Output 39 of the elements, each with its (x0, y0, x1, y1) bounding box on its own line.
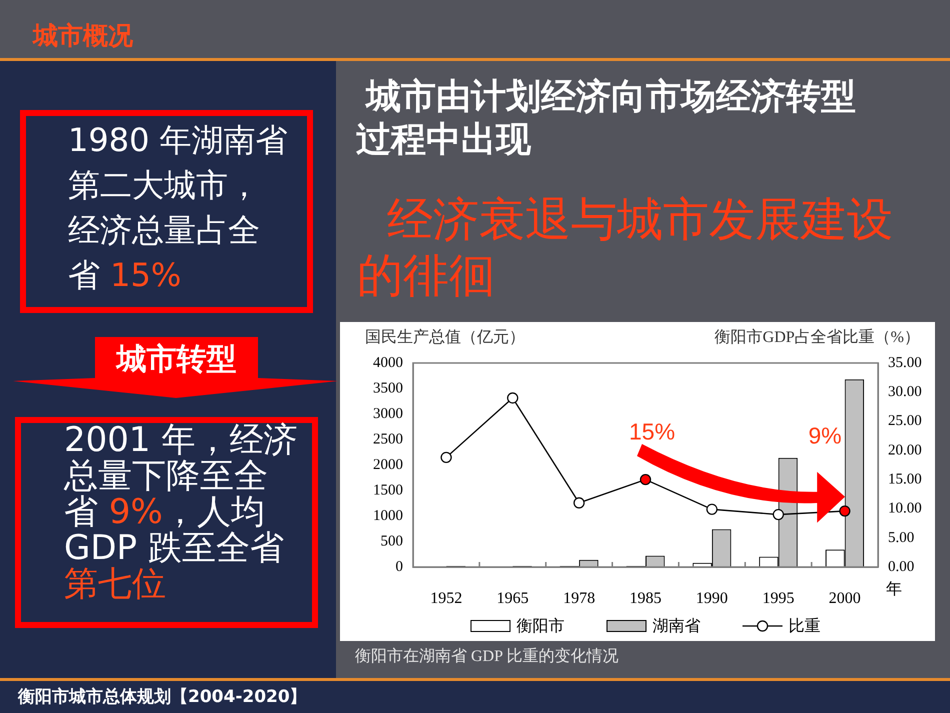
legend-label: 衡阳市 (516, 617, 564, 636)
y-tick-label: 500 (380, 533, 403, 550)
text: 衡阳市在湖南省 GDP 比重的变化情况 (355, 648, 618, 665)
y-tick-label: 0 (396, 558, 403, 575)
y2-tick-label: 35.00 (888, 354, 922, 371)
y-axis-title: 国民生产总值（亿元） (365, 328, 525, 346)
x-tick-label: 1990 (696, 590, 728, 607)
y2-tick-label: 25.00 (888, 413, 922, 430)
y-tick-label: 3500 (373, 380, 403, 396)
y2-tick-label: 30.00 (888, 384, 922, 400)
x-tick-label: 1995 (762, 590, 794, 607)
text: 衡阳市城市总体规划【2004-2020】 (18, 687, 307, 707)
y-tick-label: 2000 (373, 456, 403, 473)
y-tick-label: 3000 (373, 406, 403, 422)
x-tick-label: 1965 (496, 590, 529, 607)
x-tick-label: 1952 (430, 590, 462, 607)
legend-label: 湖南省 (652, 617, 700, 636)
chart-title: 城市由计划经济向市场经济转型过程中出现 (356, 76, 857, 162)
text: 1980 年湖南省第二大城市，经济总量占全省 15% (68, 121, 288, 294)
y2-tick-label: 15.00 (888, 472, 922, 488)
y2-tick-label: 5.00 (888, 530, 914, 546)
x-tick-label: 1985 (630, 590, 662, 607)
x-axis-title: 年 (886, 581, 902, 598)
y-tick-label: 1000 (373, 508, 403, 524)
y2-tick-label: 20.00 (888, 442, 922, 458)
y-tick-label: 1500 (373, 482, 403, 498)
annotation: 15% (628, 418, 676, 444)
y2-tick-label: 0.00 (888, 558, 914, 575)
y-tick-label: 2500 (373, 431, 403, 448)
legend-label: 比重 (788, 617, 820, 636)
chart-subtitle: 经济衰退与城市发展建设的徘徊 (357, 191, 894, 303)
x-tick-label: 2000 (828, 590, 861, 607)
y-tick-label: 4000 (373, 354, 403, 371)
text: 城市转型 (116, 342, 236, 377)
annotation: 9% (808, 422, 842, 448)
y2-tick-label: 10.00 (888, 500, 922, 517)
text: 城市概况 (33, 21, 133, 50)
y2-axis-title: 衡阳市GDP占全省比重（%） (714, 328, 920, 346)
x-tick-label: 1978 (563, 590, 596, 607)
